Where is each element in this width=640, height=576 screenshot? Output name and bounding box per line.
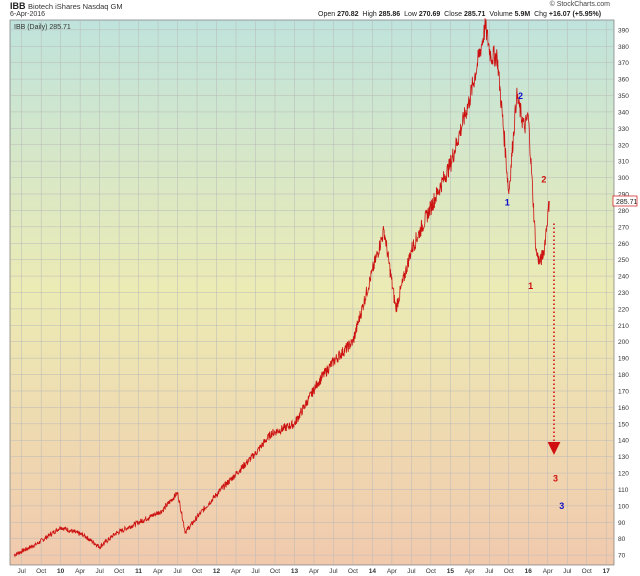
y-tick-label: 110 xyxy=(618,487,629,494)
y-tick-label: 90 xyxy=(618,520,626,527)
wave-label: 1 xyxy=(505,197,510,207)
y-tick-label: 210 xyxy=(618,323,629,330)
y-tick-label: 350 xyxy=(618,93,629,100)
y-tick-label: 80 xyxy=(618,536,626,543)
wave-label: 3 xyxy=(559,501,564,511)
x-tick-label: Jul xyxy=(18,568,27,575)
x-tick-label: Jul xyxy=(95,568,104,575)
close-value: 285.71 xyxy=(464,11,486,18)
chg-label: Chg xyxy=(534,11,547,18)
y-tick-label: 190 xyxy=(618,356,629,363)
high-label: High xyxy=(362,11,377,18)
wave-label: 2 xyxy=(541,175,546,185)
y-tick-label: 320 xyxy=(618,142,629,149)
open-label: Open xyxy=(318,11,336,18)
x-tick-label: Apr xyxy=(465,568,476,575)
x-tick-label: Jul xyxy=(485,568,494,575)
y-tick-label: 370 xyxy=(618,60,629,67)
y-tick-label: 380 xyxy=(618,44,629,51)
brand-label: © StockCharts.com xyxy=(549,1,610,8)
x-tick-label: Oct xyxy=(192,568,202,575)
y-tick-label: 170 xyxy=(618,388,629,395)
close-label: Close xyxy=(444,11,463,18)
y-tick-label: 120 xyxy=(618,471,629,478)
low-value: 270.69 xyxy=(418,11,441,18)
series-legend: IBB (Daily) 285.71 xyxy=(14,24,71,31)
security-name: Biotech iShares Nasdaq GM xyxy=(28,2,123,11)
quote-date: 6-Apr-2016 xyxy=(10,11,46,18)
y-tick-label: 230 xyxy=(618,290,629,297)
y-tick-label: 150 xyxy=(618,421,629,428)
x-tick-label: 11 xyxy=(135,568,142,575)
wave-label: 1 xyxy=(528,281,533,291)
x-tick-label: Oct xyxy=(36,568,46,575)
y-tick-label: 290 xyxy=(618,192,629,199)
last-value-box xyxy=(612,195,638,207)
y-tick-label: 330 xyxy=(618,126,629,133)
x-tick-label: Jul xyxy=(329,568,338,575)
x-tick-label: 13 xyxy=(291,568,299,575)
x-tick-label: Oct xyxy=(582,568,592,575)
y-tick-label: 340 xyxy=(618,109,629,116)
x-tick-label: Apr xyxy=(387,568,398,575)
x-tick-label: Jul xyxy=(407,568,416,575)
x-tick-label: Apr xyxy=(231,568,242,575)
x-tick-label: 16 xyxy=(525,568,533,575)
y-tick-label: 300 xyxy=(618,175,629,182)
x-tick-label: Oct xyxy=(270,568,280,575)
chart-header: IBB Biotech iShares Nasdaq GM 6-Apr-2016… xyxy=(0,0,640,20)
x-tick-label: Jul xyxy=(251,568,260,575)
y-tick-label: 130 xyxy=(618,454,629,461)
chg-value: +16.07 (+5.95%) xyxy=(548,11,602,18)
y-tick-label: 240 xyxy=(618,274,629,281)
y-tick-label: 140 xyxy=(618,438,629,445)
x-tick-label: Apr xyxy=(309,568,320,575)
ticker-symbol: IBB xyxy=(10,1,26,11)
open-value: 270.82 xyxy=(337,11,359,18)
volume-value: 5.9M xyxy=(514,11,531,18)
x-tick-label: Apr xyxy=(153,568,164,575)
y-tick-label: 390 xyxy=(618,27,629,34)
x-tick-label: Oct xyxy=(426,568,436,575)
y-tick-label: 360 xyxy=(618,77,629,84)
y-tick-label: 260 xyxy=(618,241,629,248)
high-value: 285.86 xyxy=(378,11,401,18)
y-tick-label: 310 xyxy=(618,159,629,166)
last-value-label: 285.71 xyxy=(616,199,638,206)
y-tick-label: 280 xyxy=(618,208,629,215)
y-tick-label: 180 xyxy=(618,372,629,379)
y-tick-label: 200 xyxy=(618,339,629,346)
x-tick-label: Apr xyxy=(75,568,86,575)
x-tick-label: 15 xyxy=(447,568,455,575)
x-tick-label: Apr xyxy=(543,568,554,575)
wave-label: 2 xyxy=(518,91,523,101)
x-tick-label: Jul xyxy=(173,568,182,575)
y-tick-label: 220 xyxy=(618,306,629,313)
x-tick-label: Jul xyxy=(563,568,572,575)
y-tick-label: 250 xyxy=(618,257,629,264)
price-series-line xyxy=(13,18,550,558)
x-tick-label: 10 xyxy=(57,568,65,575)
x-tick-label: Oct xyxy=(348,568,358,575)
y-tick-label: 160 xyxy=(618,405,629,412)
x-tick-label: Oct xyxy=(114,568,124,575)
volume-label: Volume xyxy=(489,11,513,18)
y-tick-label: 100 xyxy=(618,503,629,510)
x-tick-label: 12 xyxy=(213,568,221,575)
ohlc-readout: Open 270.82 High 285.86 Low 270.69 Close… xyxy=(318,11,601,18)
y-tick-label: 70 xyxy=(618,553,626,560)
x-tick-label: 17 xyxy=(603,568,611,575)
wave-label: 3 xyxy=(553,473,558,483)
x-tick-label: 14 xyxy=(369,568,377,575)
y-tick-label: 270 xyxy=(618,224,629,231)
low-label: Low xyxy=(404,11,417,18)
x-tick-label: Oct xyxy=(504,568,514,575)
